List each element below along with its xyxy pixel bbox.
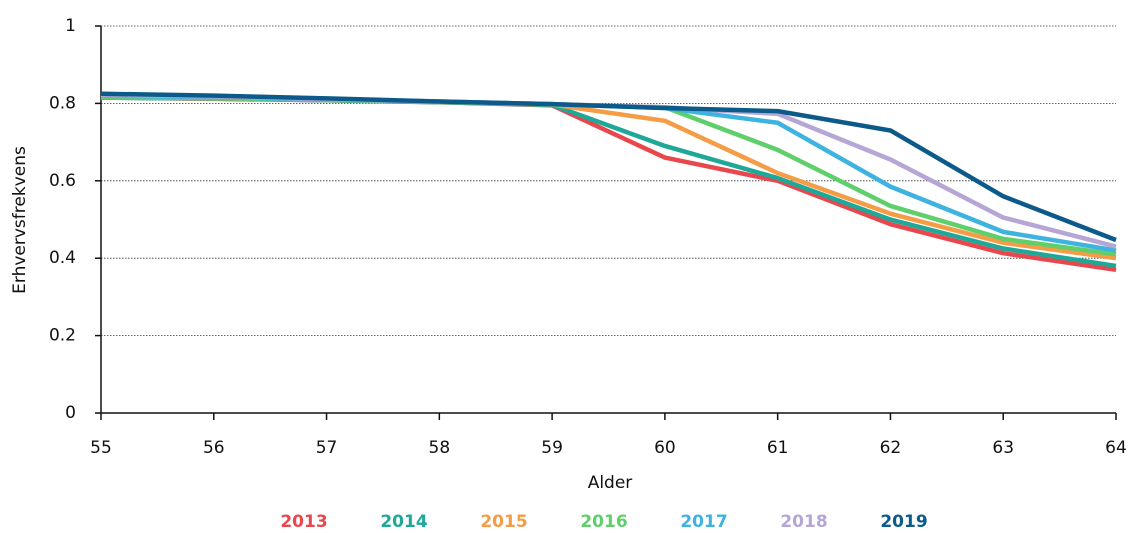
x-tick-label: 59 — [541, 438, 563, 458]
x-tick-label: 58 — [429, 438, 451, 458]
legend-item: 2014 — [380, 512, 427, 532]
series-line — [100, 95, 1117, 269]
x-tick-label: 60 — [654, 438, 676, 458]
legend-item: 2017 — [680, 512, 727, 532]
y-tick-label: 0.6 — [49, 171, 76, 191]
x-tick-label: 57 — [316, 438, 338, 458]
y-tick-label: 0.2 — [49, 326, 76, 346]
series-line — [100, 91, 1117, 243]
x-axis-title: Alder — [588, 473, 633, 493]
series-line — [100, 94, 1117, 261]
x-tick-label: 55 — [90, 438, 112, 458]
legend-item: 2018 — [780, 512, 827, 532]
x-tick-label: 64 — [1105, 438, 1127, 458]
y-tick-label: 0 — [65, 403, 76, 423]
y-axis-title: Erhvervsfrekvens — [10, 146, 30, 294]
x-tick-label: 56 — [203, 438, 225, 458]
x-tick-label: 62 — [880, 438, 902, 458]
x-tick-label: 61 — [767, 438, 789, 458]
x-tick-label: 63 — [992, 438, 1014, 458]
y-tick-label: 0.4 — [49, 248, 76, 268]
legend-item: 2013 — [280, 512, 327, 532]
legend-item: 2015 — [480, 512, 527, 532]
legend-item: 2019 — [880, 512, 927, 532]
y-tick-label: 0.8 — [49, 93, 76, 113]
y-tick-label: 1 — [65, 16, 76, 36]
legend-item: 2016 — [580, 512, 627, 532]
